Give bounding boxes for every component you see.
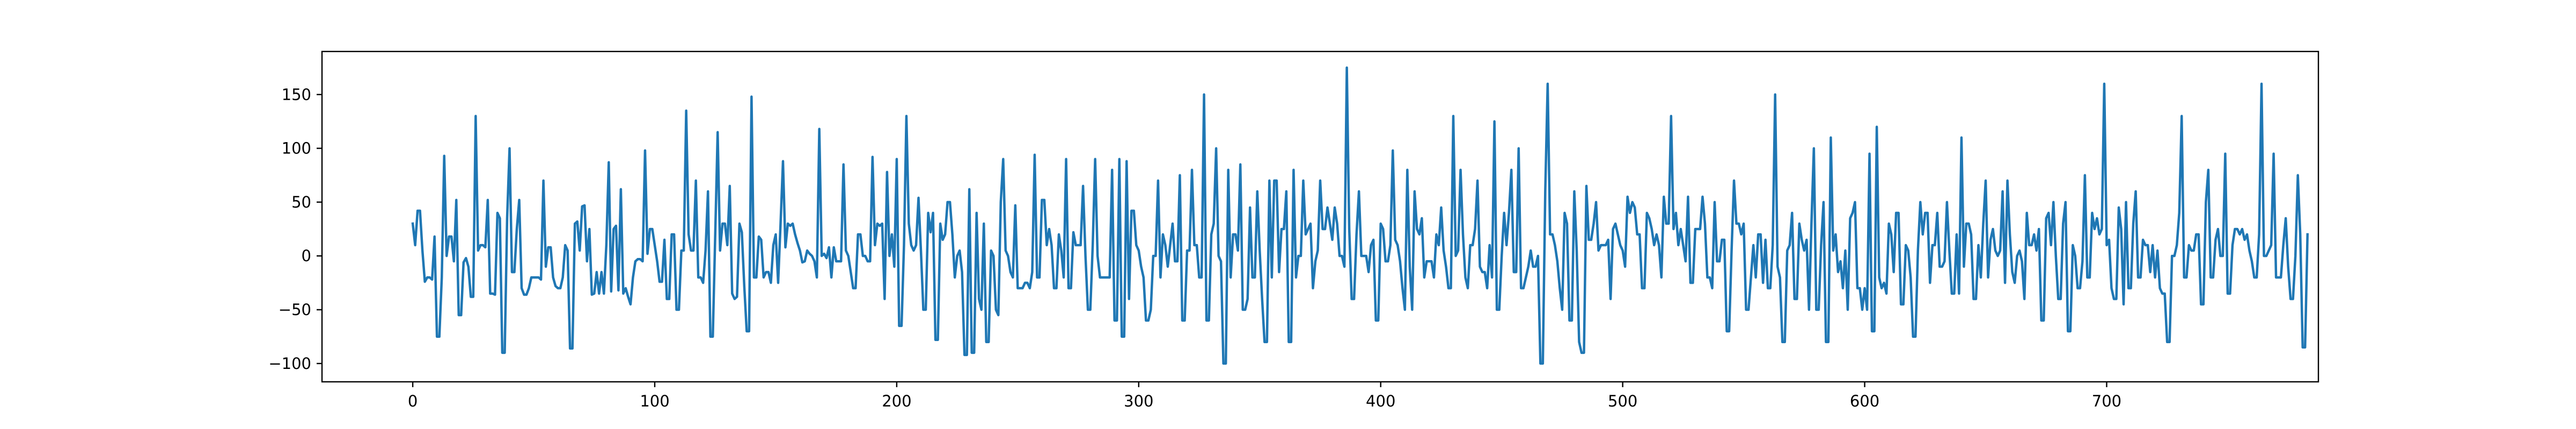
y-tick-label: 100 [282, 139, 311, 158]
x-tick-label: 200 [882, 392, 911, 410]
y-tick-label: 0 [302, 247, 311, 265]
x-tick-label: 600 [1850, 392, 1879, 410]
plot-layer [411, 66, 2309, 365]
plot-frame [321, 50, 2319, 383]
y-tick-label: 150 [282, 85, 311, 103]
x-tick-label: 400 [1366, 392, 1395, 410]
series-line [411, 66, 2309, 365]
y-tick-label: −100 [268, 354, 311, 373]
x-tick-label: 500 [1608, 392, 1637, 410]
x-tick-label: 100 [640, 392, 669, 410]
axes-layer: 0 100 200 300 400 500 600 700 −100 −50 0 50 100 150 [268, 85, 2121, 410]
y-tick-label: −50 [279, 301, 311, 319]
x-tick-label: 0 [408, 392, 418, 410]
x-tick-label: 300 [1124, 392, 1153, 410]
x-tick-label: 700 [2092, 392, 2121, 410]
y-tick-label: 50 [291, 193, 311, 211]
